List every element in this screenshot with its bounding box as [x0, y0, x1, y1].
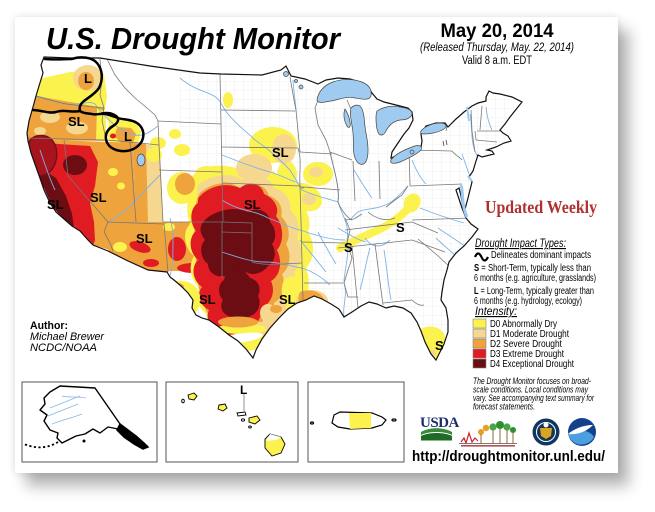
svg-text:SL: SL — [244, 197, 261, 212]
svg-text:Valid 8 a.m. EDT: Valid 8 a.m. EDT — [462, 55, 532, 67]
svg-text:L: L — [240, 383, 247, 397]
svg-text:D0 Abnormally Dry: D0 Abnormally Dry — [490, 319, 557, 330]
svg-text:The Drought Monitor focuses on: The Drought Monitor focuses on broad- — [473, 376, 591, 386]
svg-text:SL: SL — [90, 190, 107, 205]
svg-text:U.S. Drought Monitor: U.S. Drought Monitor — [46, 21, 342, 56]
svg-text:scale conditions. Local condit: scale conditions. Local conditions may — [473, 385, 588, 395]
svg-text:vary. See accompanying text su: vary. See accompanying text summary for — [473, 393, 595, 403]
svg-text:Drought Impact Types:: Drought Impact Types: — [475, 238, 566, 250]
svg-text:http://droughtmonitor.unl.edu/: http://droughtmonitor.unl.edu/ — [412, 449, 605, 465]
svg-text:SL: SL — [47, 197, 64, 212]
svg-text:S: S — [435, 338, 444, 353]
svg-text:D2 Severe Drought: D2 Severe Drought — [490, 339, 562, 350]
svg-text:SL: SL — [136, 231, 153, 246]
svg-text:D4 Exceptional Drought: D4 Exceptional Drought — [490, 359, 574, 370]
svg-text:forecast statements.: forecast statements. — [473, 402, 535, 412]
svg-text:SL: SL — [68, 114, 85, 129]
svg-text:USDA: USDA — [420, 415, 460, 431]
svg-text:May 20, 2014: May 20, 2014 — [441, 21, 554, 42]
svg-text:6 months (e.g. hydrology, ecol: 6 months (e.g. hydrology, ecology) — [474, 296, 582, 307]
svg-text:Delineates dominant impacts: Delineates dominant impacts — [491, 250, 591, 261]
svg-text:L: L — [124, 129, 132, 144]
svg-text:S: S — [344, 240, 353, 255]
svg-text:D3 Extreme Drought: D3 Extreme Drought — [490, 349, 564, 360]
svg-text:L: L — [84, 71, 92, 86]
svg-text:NCDC/NOAA: NCDC/NOAA — [30, 342, 97, 354]
svg-text:S: S — [396, 220, 405, 235]
svg-text:SL: SL — [279, 292, 296, 307]
svg-text:D1 Moderate Drought: D1 Moderate Drought — [490, 329, 569, 340]
svg-text:SL: SL — [272, 145, 289, 160]
svg-text:L = Long-Term, typically great: L = Long-Term, typically greater than — [474, 286, 594, 297]
svg-text:SL: SL — [199, 292, 216, 307]
svg-text:Michael Brewer: Michael Brewer — [30, 331, 105, 343]
svg-text:(Released Thursday, May. 22, 2: (Released Thursday, May. 22, 2014) — [420, 42, 574, 54]
svg-text:Intensity:: Intensity: — [475, 306, 517, 318]
svg-text:Updated Weekly: Updated Weekly — [485, 197, 597, 217]
svg-text:S = Short-Term, typically less: S = Short-Term, typically less than — [474, 263, 591, 274]
svg-text:6 months (e.g. agriculture, gr: 6 months (e.g. agriculture, grasslands) — [474, 273, 596, 284]
svg-text:Author:: Author: — [30, 320, 68, 332]
